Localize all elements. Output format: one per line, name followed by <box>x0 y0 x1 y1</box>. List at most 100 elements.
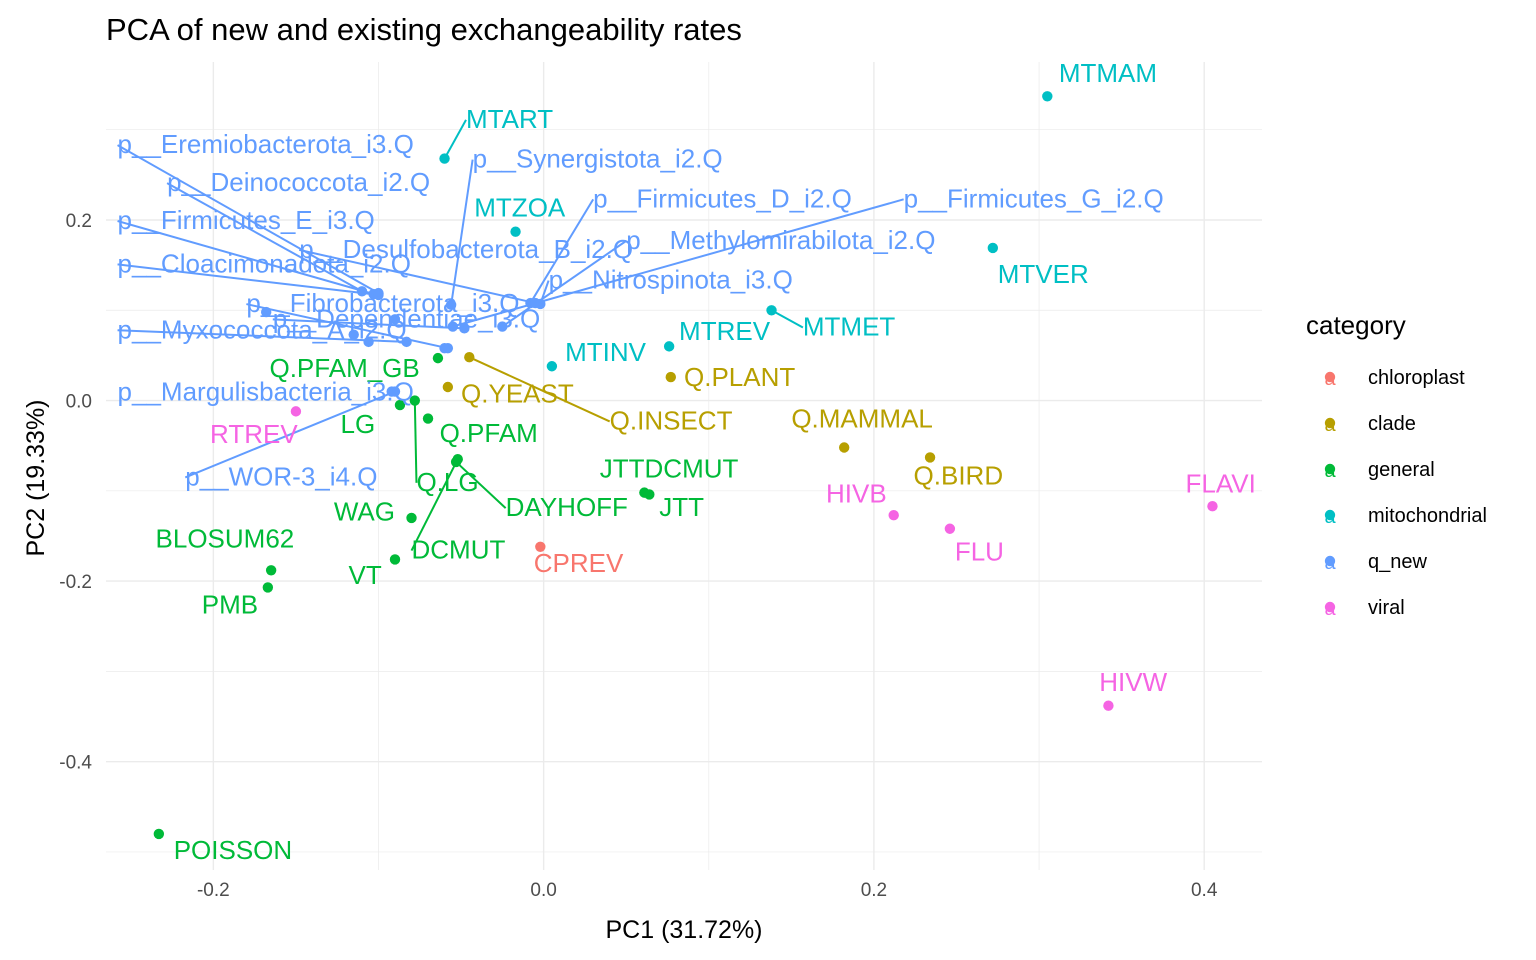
data-point <box>663 341 675 352</box>
data-point <box>406 512 417 524</box>
leader-line <box>413 400 418 483</box>
data-point <box>987 242 999 254</box>
data-point <box>445 299 457 311</box>
point-label: p__Nitrospinota_i3.Q <box>549 265 793 295</box>
point-label: p__Firmicutes_E_i3.Q <box>118 205 375 235</box>
leader-line <box>184 390 396 479</box>
point-label: FLU <box>955 536 1004 566</box>
point-label: JTT <box>659 492 704 522</box>
legend-key-point <box>1324 555 1336 567</box>
point-label: BLOSUM62 <box>156 524 295 554</box>
leader-line <box>450 159 474 305</box>
point-label: MTVER <box>998 259 1089 289</box>
leader-line <box>166 182 363 293</box>
data-point <box>1042 91 1053 102</box>
data-point <box>401 336 412 348</box>
y-tick-label: 0.0 <box>66 392 92 413</box>
legend: category a chloroplast a clade a general a mito… <box>1306 310 1487 620</box>
data-point <box>644 489 655 500</box>
legend-title: category <box>1306 310 1406 340</box>
leader-line <box>298 248 536 305</box>
data-point <box>665 371 676 383</box>
data-point <box>510 226 521 237</box>
data-point <box>348 329 359 340</box>
legend-key-glyph: a <box>1324 506 1336 528</box>
data-point <box>838 442 850 453</box>
point-label: Q.PFAM_GB <box>269 353 419 383</box>
point-label: Q.PLANT <box>684 362 795 392</box>
point-label: HIVB <box>826 479 887 509</box>
legend-label: q_new <box>1368 551 1427 573</box>
x-axis-title: PC1 (31.72%) <box>605 916 762 944</box>
point-label: CPREV <box>534 548 624 578</box>
data-point <box>389 314 401 325</box>
point-label: MTREV <box>679 316 771 346</box>
leader-line <box>117 329 407 343</box>
x-tick-label: 0.0 <box>530 880 556 901</box>
grid-lines <box>106 62 1262 870</box>
leader-line <box>771 309 804 329</box>
point-label: p__Methylomirabilota_i2.Q <box>626 225 935 255</box>
point-label: PMB <box>202 590 258 620</box>
data-point <box>373 289 384 301</box>
point-label: p__WOR-3_i4.Q <box>185 461 377 491</box>
point-label: MTMET <box>803 312 896 342</box>
point-labels: MTMAM MTART MTZOA MTVER MTMET MTREV MTINV Q.PLA… <box>118 58 1256 865</box>
point-label: p__Margulisbacteria_i3.Q <box>118 377 414 407</box>
leader-line <box>117 263 379 296</box>
data-point <box>153 828 165 840</box>
point-label: MTMAM <box>1059 58 1157 88</box>
legend-key-point <box>1324 417 1336 429</box>
y-tick-label: -0.4 <box>59 753 92 774</box>
point-label: MTZOA <box>474 192 566 222</box>
data-point <box>546 361 558 372</box>
point-label: HIVW <box>1099 667 1167 697</box>
point-label: p__Dependentiae_i3.Q <box>273 303 540 333</box>
leader-line <box>455 461 507 509</box>
data-point <box>1103 700 1114 711</box>
data-point <box>439 153 450 164</box>
data-point <box>409 395 421 406</box>
data-point <box>262 582 274 593</box>
data-point <box>459 323 470 334</box>
leader-line <box>410 458 459 551</box>
data-point <box>389 386 401 397</box>
legend-key-glyph: a <box>1324 552 1336 574</box>
x-axis-ticks: -0.2 0.0 0.2 0.4 <box>197 880 1218 901</box>
legend-label: viral <box>1368 597 1405 619</box>
point-label: p__Desulfobacterota_B_i2.Q <box>299 234 633 264</box>
point-label: Q.LG <box>416 467 478 497</box>
legend-key-glyph: a <box>1324 460 1336 482</box>
data-point <box>944 523 956 534</box>
x-tick-label: 0.2 <box>861 880 887 901</box>
point-label: LG <box>340 409 375 439</box>
leader-line <box>529 198 595 304</box>
data-point <box>265 565 277 576</box>
legend-key-point <box>1324 371 1336 383</box>
legend-key-point <box>1324 509 1336 521</box>
leader-line <box>468 356 611 423</box>
legend-key-point <box>1324 463 1336 475</box>
point-label: FLAVI <box>1186 469 1256 499</box>
point-label: p__Deinococcota_i2.Q <box>167 167 430 197</box>
point-label: Q.INSECT <box>610 405 733 435</box>
point-label: Q.YEAST <box>461 378 574 408</box>
legend-key-point <box>1324 601 1336 613</box>
leader-line <box>117 144 379 294</box>
leader-line <box>272 318 465 330</box>
data-point <box>389 554 401 565</box>
data-point <box>447 321 458 332</box>
data-point <box>1207 500 1218 512</box>
point-label: VT <box>349 560 382 590</box>
legend-key-glyph: a <box>1324 598 1336 620</box>
y-tick-label: -0.2 <box>59 572 92 593</box>
data-point <box>442 381 454 393</box>
x-tick-label: 0.4 <box>1191 880 1218 901</box>
chart-title: PCA of new and existing exchangeability … <box>106 12 742 47</box>
point-label: p__Myxococcota_A_i2.Q <box>118 314 407 344</box>
x-tick-label: -0.2 <box>197 880 230 901</box>
point-label: DCMUT <box>412 535 506 565</box>
data-point <box>356 286 368 297</box>
